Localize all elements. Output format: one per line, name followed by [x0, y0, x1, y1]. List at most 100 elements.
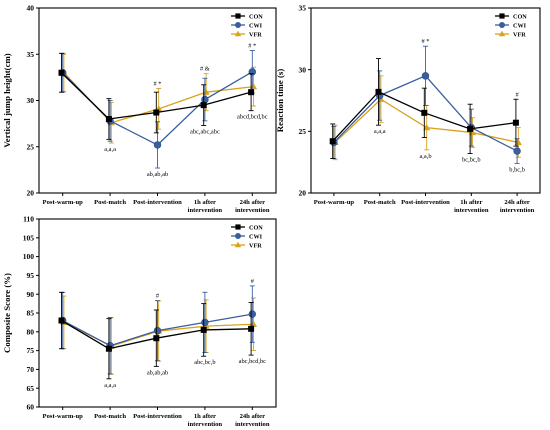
y-axis-label: Composite Score (%) — [2, 273, 12, 353]
data-point — [421, 72, 430, 80]
significance-annotation: abcd,bcd,bc — [237, 114, 268, 121]
legend-label: CON — [513, 13, 527, 20]
chart-panel-1: 20 25 30 35 40 Vertical jump height(cm) Post-w… — [2, 4, 277, 214]
data-point — [249, 83, 258, 90]
significance-annotation: a,a,a — [374, 128, 386, 135]
data-point — [153, 109, 160, 116]
significance-annotation: ab,ab,ab — [147, 171, 168, 178]
y-tick-label: 65 — [27, 384, 35, 393]
x-tick-label: intervention — [235, 207, 270, 214]
legend-marker — [499, 22, 505, 28]
y-tick-label: 90 — [27, 290, 35, 299]
y-tick-label: 20 — [27, 189, 35, 198]
legend-label: VFR — [249, 31, 262, 38]
data-point — [513, 147, 521, 155]
legend-marker — [235, 22, 241, 28]
data-point — [329, 138, 336, 145]
y-tick-label: 75 — [27, 346, 35, 355]
significance-annotation: ab,ab,ab — [147, 369, 168, 376]
significance-annotation: a,a,b — [419, 153, 431, 160]
series-con — [58, 291, 255, 380]
x-tick-label: Post-match — [94, 413, 126, 420]
x-tick-label: 24h after — [240, 199, 266, 206]
data-point — [58, 69, 65, 76]
significance-annotation: # & — [200, 66, 210, 73]
significance-annotation: a,a,a — [104, 146, 116, 153]
significance-annotation: bc,bc,b — [462, 157, 480, 164]
data-point — [200, 326, 207, 333]
data-point — [248, 68, 257, 76]
data-point — [467, 125, 474, 132]
data-point — [514, 138, 522, 146]
y-tick-label: 35 — [27, 50, 35, 59]
significance-annotation: abc,abc,abc — [190, 128, 220, 135]
legend-marker — [234, 30, 242, 37]
y-tick-label: 70 — [27, 365, 35, 374]
x-tick-label: Post-warm-up — [43, 413, 84, 420]
y-tick-label: 100 — [23, 252, 35, 261]
y-tick-label: 20 — [299, 189, 307, 198]
significance-annotation: # — [515, 91, 519, 98]
y-tick-label: 40 — [27, 4, 35, 13]
data-point — [201, 318, 209, 327]
significance-annotation: abc,bcd,bc — [239, 358, 266, 365]
data-point — [105, 345, 112, 352]
x-tick-label: Post-match — [94, 199, 126, 206]
y-tick-label: 80 — [27, 327, 35, 336]
legend-label: CWI — [249, 233, 263, 240]
significance-annotation: b,bc,b — [509, 166, 525, 173]
chart-panel-2: 20 25 30 35 Reaction time (s) Post-warm-up Pos… — [275, 4, 541, 214]
data-point — [249, 320, 258, 327]
x-tick-label: 1h after — [194, 413, 216, 420]
legend-marker — [235, 224, 241, 230]
data-point — [248, 89, 255, 96]
series-cwi — [330, 45, 521, 164]
y-tick-label: 110 — [23, 215, 34, 224]
y-axis-label: Reaction time (s) — [275, 69, 285, 133]
data-point — [153, 141, 162, 149]
y-tick-label: 25 — [27, 142, 35, 151]
series-con — [329, 58, 519, 159]
legend-label: VFR — [249, 242, 262, 249]
data-point — [58, 317, 65, 324]
x-tick-label: intervention — [188, 207, 223, 214]
y-tick-label: 95 — [27, 271, 35, 280]
x-tick-label: intervention — [188, 421, 223, 428]
x-tick-label: intervention — [235, 421, 270, 428]
y-tick-label: 30 — [299, 65, 307, 74]
x-tick-label: Post-warm-up — [43, 199, 84, 206]
y-tick-label: 35 — [299, 4, 307, 13]
y-tick-label: 60 — [27, 403, 35, 412]
legend: CON CWI VFR — [231, 13, 263, 38]
y-axis-label: Vertical jump height(cm) — [2, 53, 12, 148]
significance-annotation: a,a,a — [104, 382, 116, 389]
significance-annotation: abc,bc,b — [194, 359, 215, 366]
legend-marker — [235, 233, 241, 239]
legend-marker — [235, 13, 241, 19]
data-point — [105, 116, 112, 122]
significance-annotation: # * — [248, 43, 256, 50]
legend: CON CWI VFR — [231, 224, 263, 249]
significance-annotation: # * — [154, 80, 162, 87]
data-point — [248, 310, 257, 318]
legend-label: VFR — [513, 31, 526, 38]
data-point — [153, 326, 162, 335]
significance-annotation: # * — [422, 38, 430, 45]
series-con — [58, 52, 255, 140]
x-tick-label: Post-intervention — [133, 413, 182, 420]
legend-marker — [498, 30, 506, 37]
data-point — [421, 109, 428, 116]
x-tick-label: 24h after — [240, 413, 266, 420]
significance-annotation: # — [251, 278, 255, 285]
data-point — [153, 335, 160, 342]
x-tick-label: 1h after — [460, 199, 482, 206]
data-point — [512, 119, 519, 126]
data-point — [375, 88, 382, 95]
legend-label: CWI — [513, 22, 527, 29]
x-tick-label: Post-intervention — [133, 199, 182, 206]
data-point — [468, 128, 477, 136]
legend-marker — [499, 13, 505, 19]
data-point — [202, 88, 210, 95]
legend-label: CWI — [249, 22, 263, 29]
